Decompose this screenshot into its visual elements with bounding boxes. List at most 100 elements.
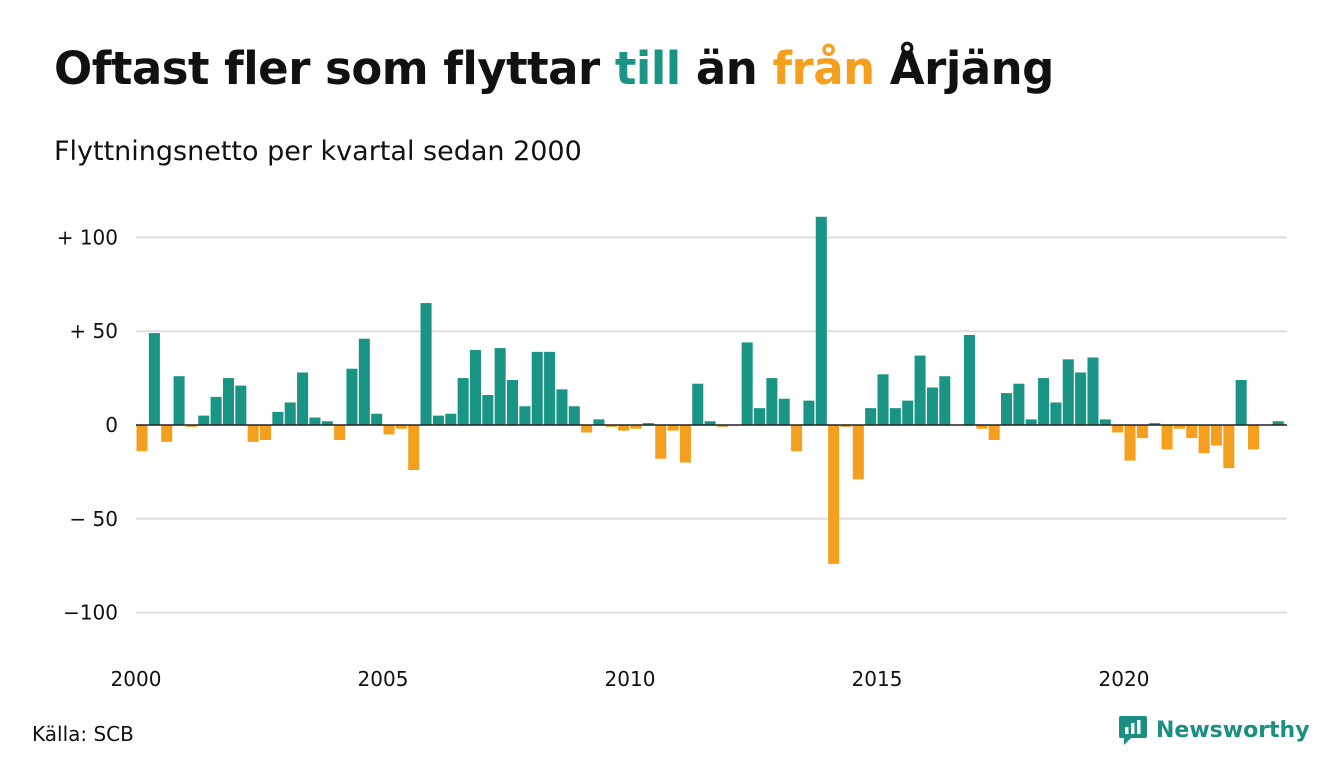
bar-2004K2	[346, 368, 358, 425]
x-axis-ticks: 2000 2005 2010 2015 2020	[111, 667, 1150, 691]
bar-2005K2	[395, 425, 407, 429]
bar-2009K4	[618, 425, 630, 431]
bar-2000K4	[173, 376, 185, 425]
bar-2002K2	[247, 425, 259, 442]
bar-2010K2	[642, 423, 654, 425]
x-tick-label: 2020	[1099, 667, 1150, 691]
bar-2005K1	[383, 425, 395, 435]
bar-2011K1	[679, 425, 691, 463]
bar-2003K2	[297, 372, 309, 425]
bar-2012K4	[766, 378, 778, 425]
bar-2013K4	[815, 216, 827, 425]
bar-2000K3	[161, 425, 173, 442]
bar-2002K3	[260, 425, 272, 441]
title-part-2: än	[680, 42, 773, 95]
bar-2020K2	[1136, 425, 1148, 439]
bar-2013K1	[778, 398, 790, 425]
bar-2016K4	[963, 334, 975, 425]
bar-2019K2	[1087, 357, 1099, 425]
x-tick-label: 2005	[358, 667, 409, 691]
bar-2007K3	[507, 379, 519, 425]
bar-2022K3	[1248, 425, 1260, 450]
x-tick-label: 2000	[111, 667, 162, 691]
bar-2016K2	[939, 376, 951, 425]
grid-lines	[136, 236, 1287, 614]
title-part-1: Oftast fler som flyttar	[54, 42, 615, 95]
title-till: till	[614, 42, 681, 95]
bar-2012K3	[754, 408, 766, 425]
bars	[136, 216, 1287, 564]
bar-2015K3	[902, 400, 914, 425]
bar-2017K4	[1013, 383, 1025, 425]
bar-2020K1	[1124, 425, 1136, 461]
bar-2002K1	[235, 385, 247, 425]
bar-2010K1	[630, 425, 642, 429]
y-axis-ticks: + 100 + 50 0 − 50 −100	[57, 225, 118, 624]
x-tick-label: 2010	[605, 667, 656, 691]
bar-2018K2	[1038, 378, 1050, 425]
bar-2022K2	[1235, 379, 1247, 425]
bar-2021K4	[1210, 425, 1222, 446]
bar-2020K3	[1149, 423, 1161, 425]
bar-2006K2	[445, 413, 457, 425]
bar-2008K3	[556, 389, 568, 425]
bar-2008K4	[568, 406, 580, 425]
bar-2003K4	[321, 421, 333, 425]
brand-name: Newsworthy	[1156, 717, 1310, 743]
bar-2017K3	[1001, 393, 1013, 425]
bar-2001K4	[222, 378, 234, 425]
bar-2018K3	[1050, 402, 1062, 425]
bar-2021K3	[1198, 425, 1210, 454]
bar-2009K1	[581, 425, 593, 433]
bar-2012K2	[741, 342, 753, 425]
bar-2013K3	[803, 400, 815, 425]
bar-2005K3	[408, 425, 420, 471]
page-subtitle: Flyttningsnetto per kvartal sedan 2000	[54, 136, 582, 167]
y-tick-label: + 50	[69, 319, 118, 343]
bar-2006K4	[469, 349, 481, 425]
bar-chart: + 100 + 50 0 − 50 −100 2000 2005 2010 2015 2020	[57, 216, 1287, 691]
bar-2017K2	[988, 425, 1000, 441]
bar-2004K3	[358, 338, 370, 425]
bar-2007K1	[482, 394, 494, 425]
bar-2019K1	[1075, 372, 1087, 425]
bar-2017K1	[976, 425, 988, 429]
bar-2003K1	[284, 402, 296, 425]
bar-2013K2	[791, 425, 803, 452]
bar-2001K1	[185, 425, 197, 427]
bar-2005K4	[420, 303, 432, 425]
bar-2004K4	[371, 413, 383, 425]
bar-2015K4	[914, 355, 926, 425]
bar-2018K4	[1062, 359, 1074, 425]
bar-2016K1	[926, 387, 938, 425]
bar-2002K4	[272, 411, 284, 425]
bar-2009K3	[605, 425, 617, 427]
bar-2008K2	[544, 351, 556, 425]
bar-2008K1	[531, 351, 543, 425]
bar-2014K4	[865, 408, 877, 425]
bar-2006K1	[432, 415, 444, 425]
bar-2020K4	[1161, 425, 1173, 450]
bar-2019K3	[1099, 419, 1111, 425]
y-tick-label: + 100	[57, 225, 118, 249]
bar-2014K2	[840, 425, 852, 427]
bar-2014K3	[852, 425, 864, 480]
bar-2021K1	[1173, 425, 1185, 429]
bar-2003K3	[309, 417, 321, 425]
bar-2022K1	[1223, 425, 1235, 469]
bar-2006K3	[457, 378, 469, 425]
bar-2001K2	[198, 415, 210, 425]
bar-2010K3	[655, 425, 667, 459]
bar-2000K1	[136, 425, 148, 452]
source-note: Källa: SCB	[32, 722, 134, 746]
bar-2023K1	[1272, 421, 1284, 425]
y-tick-label: 0	[105, 413, 118, 437]
title-fran: från	[772, 42, 875, 95]
y-tick-label: − 50	[69, 507, 118, 531]
bar-2014K1	[828, 425, 840, 564]
bar-2010K4	[667, 425, 679, 431]
bar-2011K2	[692, 383, 704, 425]
bar-2000K2	[148, 333, 160, 425]
bar-2015K2	[889, 408, 901, 425]
newsworthy-logo-icon	[1119, 716, 1147, 745]
